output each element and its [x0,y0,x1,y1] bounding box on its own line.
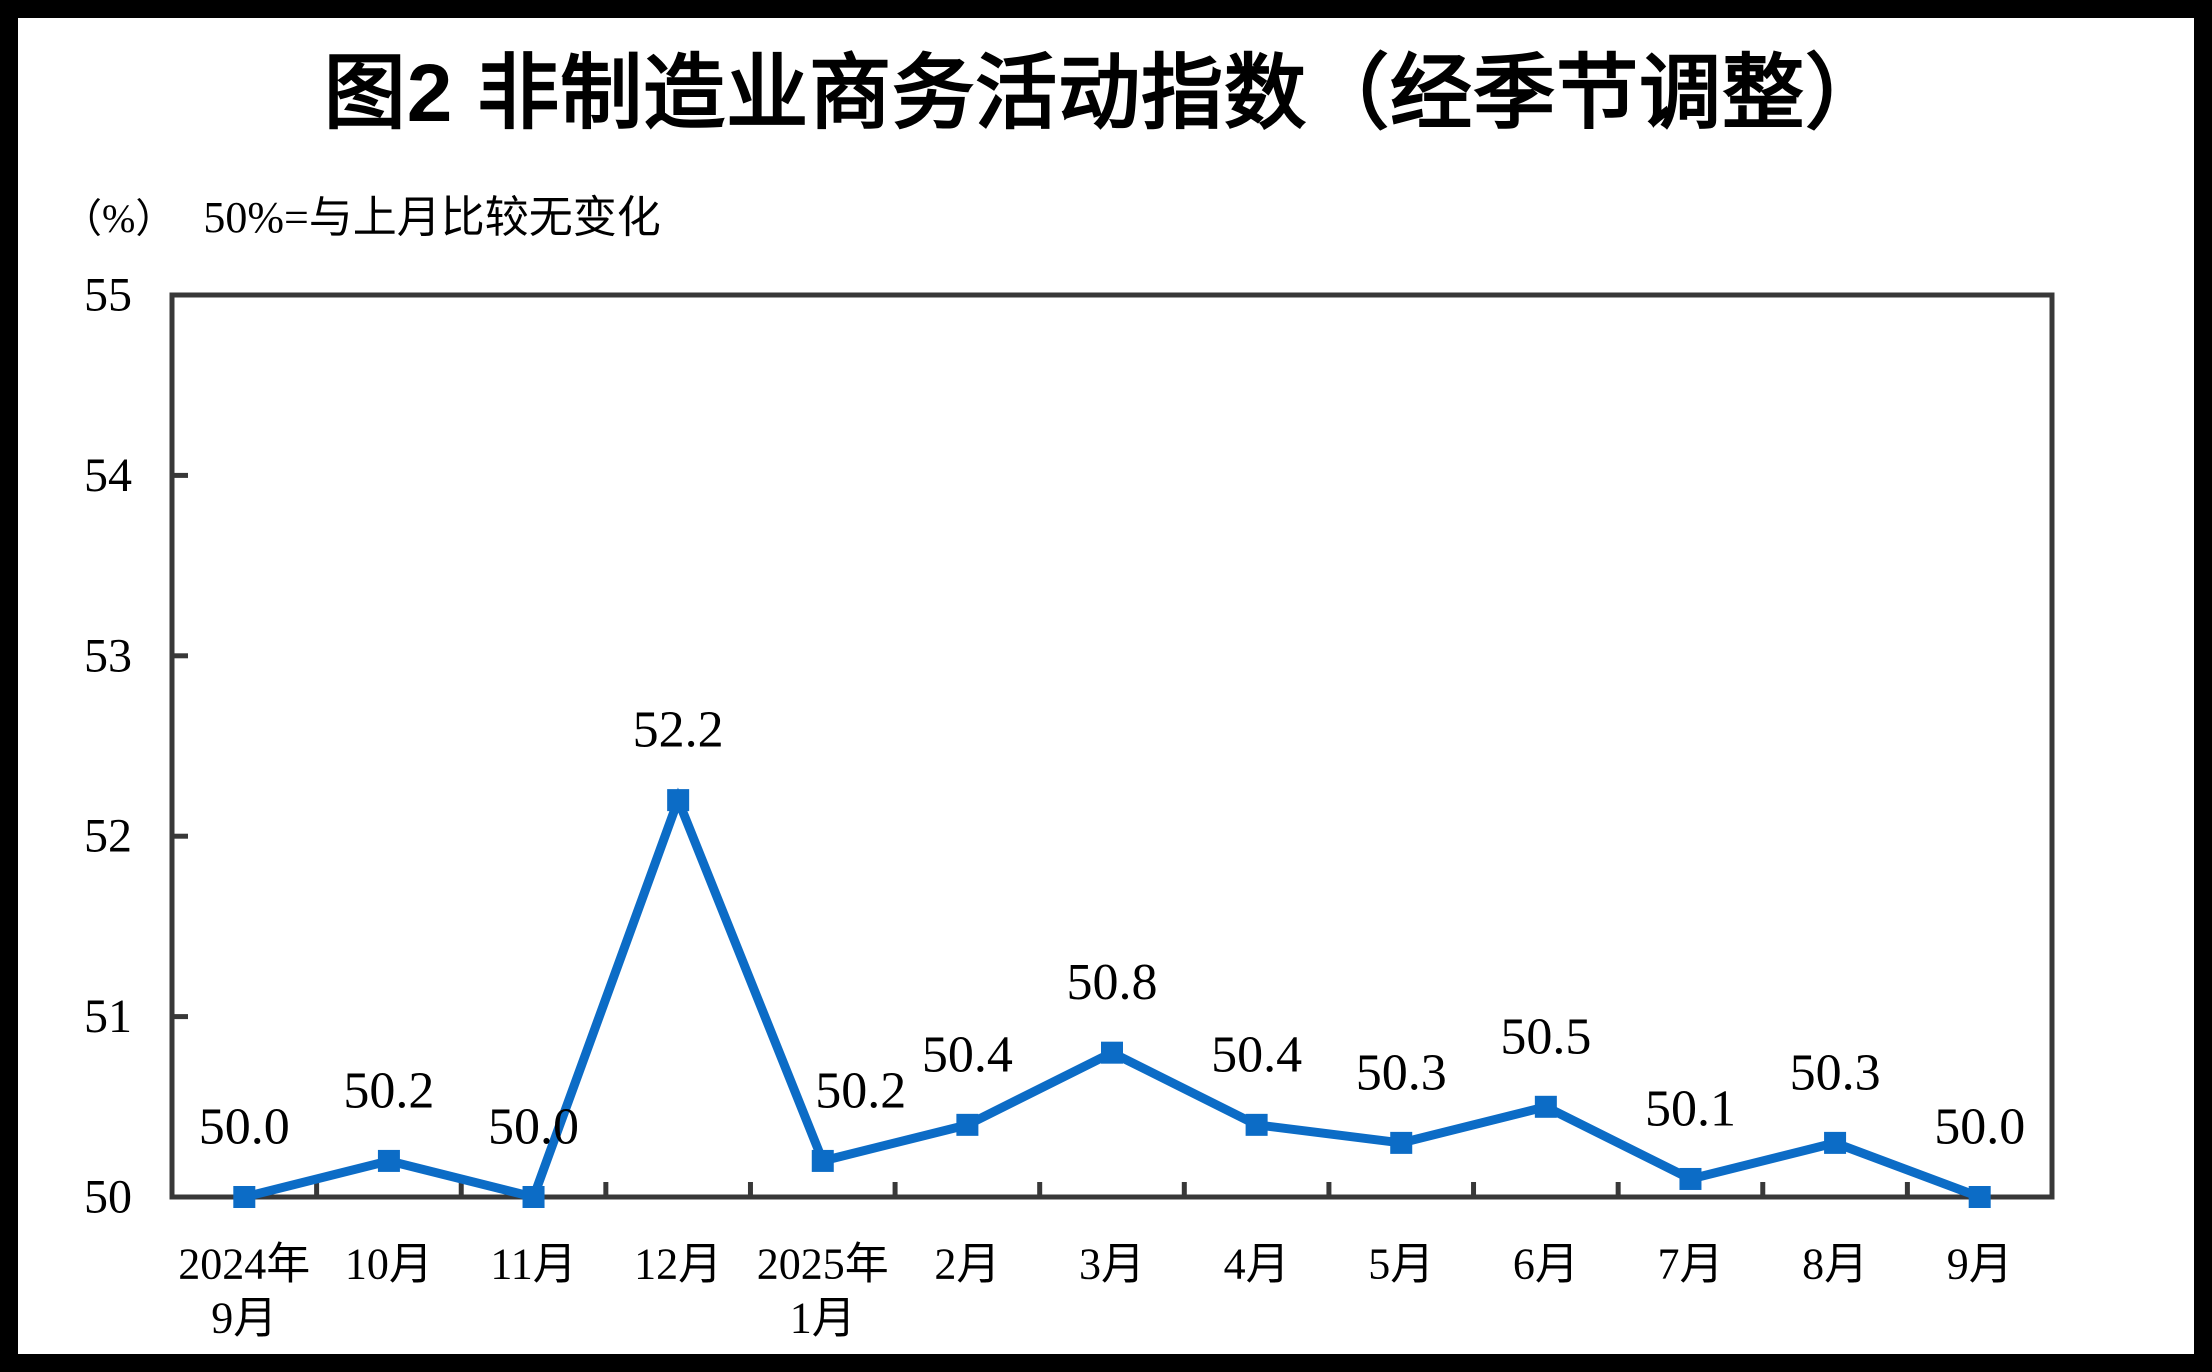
data-label: 50.2 [343,1062,434,1119]
unit-label: （%） [62,196,176,241]
data-point-marker [522,1186,545,1208]
x-axis-label: 10月 [345,1240,433,1289]
x-axis-label: 5月 [1368,1240,1434,1289]
data-point-marker [1245,1113,1268,1136]
data-label: 50.4 [922,1026,1013,1083]
y-axis-label: 51 [84,990,132,1043]
chart-subtitle-row: （%） 50%=与上月比较无变化 [62,193,661,242]
data-label: 52.2 [633,702,724,759]
x-axis-label: 12月 [634,1240,722,1289]
x-axis-label: 9月 [1947,1240,2013,1289]
data-label: 50.2 [815,1062,906,1119]
data-point-marker [1390,1131,1413,1154]
data-label: 50.0 [199,1099,290,1156]
y-axis-label: 50 [84,1171,132,1224]
x-axis-label: 2024年 [178,1240,310,1289]
data-point-marker [956,1113,979,1136]
subtitle-text: 50%=与上月比较无变化 [203,193,661,242]
data-point-marker [667,789,690,812]
plot-frame [169,292,2055,1200]
data-label: 50.8 [1067,954,1158,1011]
x-axis-label: 6月 [1513,1240,1579,1289]
data-point-marker [1824,1131,1847,1154]
x-axis-label: 1月 [790,1294,856,1343]
x-axis-label: 11月 [490,1240,576,1289]
y-axis-label: 55 [84,269,132,322]
data-point-marker [1101,1041,1123,1064]
data-label: 50.5 [1500,1008,1591,1065]
data-label: 50.4 [1211,1026,1302,1083]
y-axis-label: 52 [84,810,132,863]
x-axis-label: 8月 [1802,1240,1868,1289]
data-label: 50.1 [1645,1080,1736,1137]
y-axis-label: 54 [84,449,132,502]
x-axis-label: 2月 [934,1240,1000,1289]
data-point-marker [1679,1167,1702,1190]
data-label: 50.0 [1934,1099,2025,1156]
data-label: 50.3 [1790,1044,1881,1101]
x-axis-label: 9月 [211,1294,277,1343]
x-axis-label: 7月 [1657,1240,1723,1289]
x-axis-label: 3月 [1079,1240,1145,1289]
data-point-marker [811,1149,834,1172]
data-point-marker [1968,1186,1991,1208]
data-label: 50.0 [488,1099,579,1156]
data-point-marker [233,1186,256,1208]
x-axis-label: 4月 [1224,1240,1290,1289]
x-axis-label: 2025年 [757,1240,889,1289]
y-axis-label: 53 [84,629,132,682]
data-label: 50.3 [1356,1044,1447,1101]
data-point-marker [377,1149,400,1172]
chart-title: 图2 非制造业商务活动指数（经季节调整） [323,48,1889,139]
data-point-marker [1534,1095,1557,1118]
